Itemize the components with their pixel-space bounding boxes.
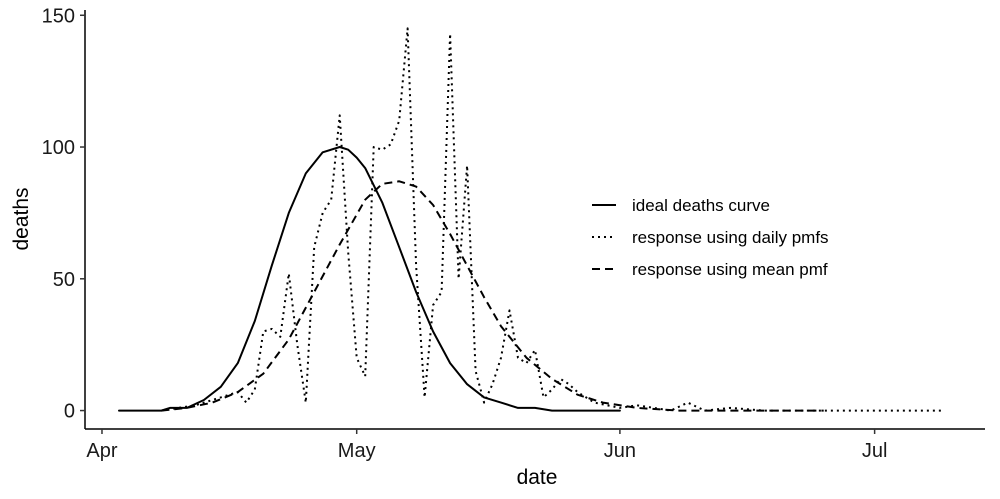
y-axis-title: deaths — [10, 187, 33, 250]
plot-area — [118, 27, 943, 412]
x-tick-label: May — [338, 440, 376, 462]
legend-label: ideal deaths curve — [632, 196, 770, 215]
legend-label: response using mean pmf — [632, 260, 828, 279]
y-tick-label: 100 — [42, 137, 75, 159]
x-tick-label: Apr — [86, 440, 117, 462]
series-line-solid — [118, 146, 621, 412]
y-tick-label: 50 — [53, 269, 75, 291]
series-line-dotted — [161, 27, 943, 412]
x-tick-label: Jul — [862, 440, 888, 462]
legend: ideal deaths curve response using daily p… — [592, 196, 829, 279]
series-line-dashed — [161, 180, 824, 412]
legend-label: response using daily pmfs — [632, 228, 829, 247]
x-axis-title: date — [517, 466, 558, 489]
x-tick-label: Jun — [604, 440, 636, 462]
y-tick-label: 0 — [64, 401, 75, 423]
x-axis-ticks: Apr May Jun Jul — [86, 429, 887, 462]
y-tick-label: 150 — [42, 5, 75, 27]
y-axis-ticks: 0 50 100 150 — [42, 5, 85, 423]
